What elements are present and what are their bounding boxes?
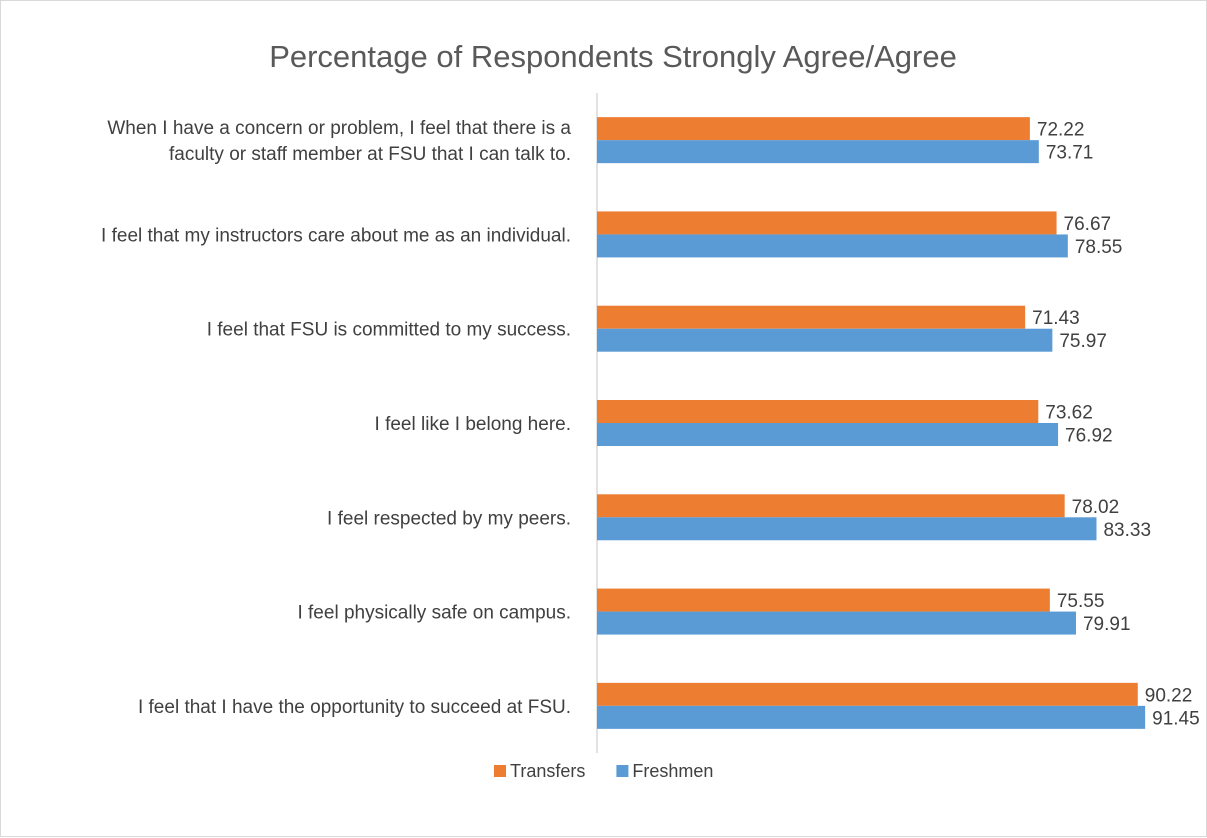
category-label: I feel physically safe on campus. [297, 603, 571, 624]
category-label-line: I feel physically safe on campus. [297, 603, 571, 624]
data-label-transfers: 72.22 [1037, 120, 1085, 141]
legend-swatch-transfers [494, 765, 506, 777]
data-label-freshmen: 78.55 [1075, 237, 1123, 258]
bar-transfers [597, 211, 1057, 235]
bar-transfers [597, 400, 1039, 423]
category-label: I feel that FSU is committed to my succe… [207, 320, 571, 341]
category-label: When I have a concern or problem, I feel… [107, 118, 571, 165]
category-label-line: I feel that I have the opportunity to su… [138, 697, 571, 718]
legend-label-transfers: Transfers [510, 761, 585, 781]
bar-transfers [597, 305, 1026, 329]
data-label-transfers: 71.43 [1032, 308, 1080, 329]
bar-freshmen [597, 517, 1097, 541]
bar-freshmen [597, 611, 1076, 635]
category-label: I feel like I belong here. [375, 414, 571, 435]
data-label-transfers: 90.22 [1145, 685, 1193, 706]
category-label-line: I feel respected by my peers. [327, 508, 571, 529]
bar-freshmen [597, 140, 1039, 164]
data-label-freshmen: 91.45 [1152, 708, 1200, 729]
data-label-freshmen: 73.71 [1046, 143, 1094, 164]
data-label-freshmen: 76.92 [1065, 426, 1113, 447]
bar-transfers [597, 682, 1138, 706]
bar-transfers [597, 117, 1030, 141]
category-label-line: faculty or staff member at FSU that I ca… [169, 144, 571, 165]
data-label-transfers: 78.02 [1072, 497, 1120, 518]
legend-swatch-freshmen [616, 765, 629, 777]
category-labels: When I have a concern or problem, I feel… [101, 118, 571, 718]
bar-freshmen [597, 328, 1053, 352]
data-label-freshmen: 83.33 [1103, 520, 1151, 541]
legend-label-freshmen: Freshmen [632, 761, 713, 781]
bar-freshmen [597, 423, 1059, 446]
bar-transfers [597, 588, 1050, 612]
legend: Transfers Freshmen [494, 761, 713, 781]
data-label-transfers: 76.67 [1064, 214, 1112, 235]
bar-freshmen [597, 705, 1146, 729]
chart-title: Percentage of Respondents Strongly Agree… [269, 39, 957, 74]
data-label-transfers: 73.62 [1045, 403, 1093, 424]
data-label-transfers: 75.55 [1057, 591, 1105, 612]
category-label-line: When I have a concern or problem, I feel… [107, 118, 571, 139]
category-label: I feel that my instructors care about me… [101, 225, 571, 246]
category-label-line: I feel that FSU is committed to my succe… [207, 320, 571, 341]
data-label-freshmen: 75.97 [1059, 331, 1107, 352]
category-label: I feel respected by my peers. [327, 508, 571, 529]
bar-transfers [597, 494, 1065, 518]
category-label: I feel that I have the opportunity to su… [138, 697, 571, 718]
category-label-line: I feel that my instructors care about me… [101, 225, 571, 246]
data-label-freshmen: 79.91 [1083, 614, 1131, 635]
bar-freshmen [597, 234, 1068, 258]
category-label-line: I feel like I belong here. [375, 414, 571, 435]
bars-group [597, 117, 1146, 729]
